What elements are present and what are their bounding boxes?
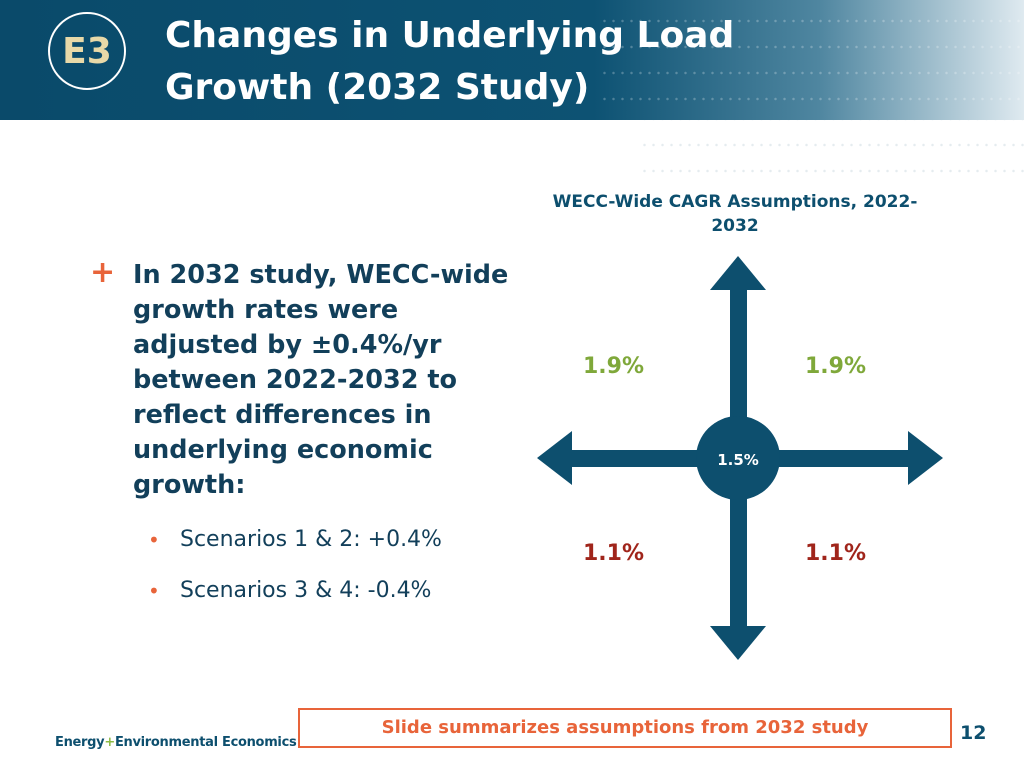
dot-pattern-lower (640, 120, 1024, 180)
e3-logo: E3 (48, 12, 126, 90)
top-left-value: 1.9% (583, 354, 645, 379)
sub-bullet-2: Scenarios 3 & 4: -0.4% (180, 578, 432, 603)
callout-box: Slide summarizes assumptions from 2032 s… (298, 708, 952, 748)
sub-bullet-1: Scenarios 1 & 2: +0.4% (180, 527, 442, 552)
bullet-dot-icon: • (148, 579, 160, 603)
up-arrow-head (710, 256, 766, 290)
bullet-dot-icon: • (148, 528, 160, 552)
header-bar: E3 Changes in Underlying Load Growth (203… (0, 0, 1024, 120)
footer-brand: Energy+Environmental Economics (55, 735, 297, 750)
center-circle (696, 416, 780, 500)
down-arrow-head (710, 626, 766, 660)
diagram-title: WECC-Wide CAGR Assumptions, 2022-2032 (552, 192, 918, 236)
bullet-text: In 2032 study, WECC-wide growth rates we… (133, 260, 509, 500)
bottom-left-value: 1.1% (583, 541, 645, 566)
left-arrow-head (537, 431, 572, 485)
page-title: Changes in Underlying Load Growth (2032 S… (165, 15, 735, 108)
bottom-right-value: 1.1% (805, 541, 867, 566)
plus-bullet-icon: + (90, 255, 116, 290)
page-number: 12 (960, 722, 987, 744)
top-right-value: 1.9% (805, 354, 867, 379)
dot-pattern (600, 0, 1024, 120)
right-arrow-head (908, 431, 943, 485)
center-value: 1.5% (717, 451, 759, 469)
main-bullet: + In 2032 study, WECC-wide growth rates … (90, 258, 530, 503)
